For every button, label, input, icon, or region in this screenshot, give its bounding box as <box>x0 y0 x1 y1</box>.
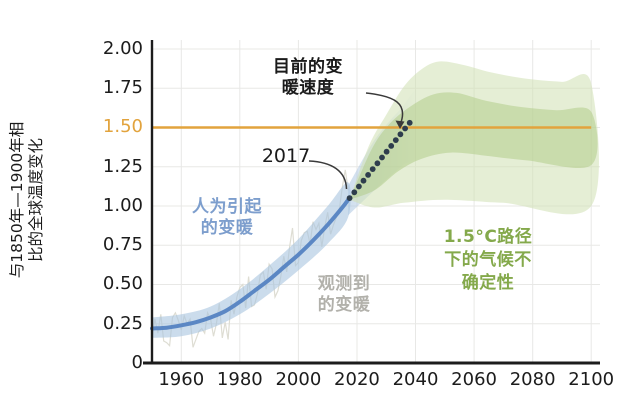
current-rate-dot <box>351 189 358 196</box>
current-rate-dot <box>383 148 390 155</box>
current-rate-dot <box>397 131 404 138</box>
current-rate-dot <box>402 125 408 132</box>
pathway-uncertainty-label-line-2: 下的气候不 <box>444 250 532 270</box>
current-rate-dot <box>388 143 395 149</box>
current-rate-dot <box>356 183 362 190</box>
y-tick-label-2.00: 2.00 <box>102 37 143 59</box>
current-rate-dot <box>365 172 371 178</box>
current-rate-dot <box>346 195 353 202</box>
current-warming-rate-label-line-2: 暖速度 <box>281 78 335 98</box>
current-rate-arrow <box>365 92 404 126</box>
human-induced-warming-label: 人为引起 的变暖 <box>159 197 295 239</box>
x-tick-label-1960: 1960 <box>158 369 205 390</box>
observed-warming-label-line-1: 观测到 <box>317 274 371 294</box>
x-tick-label-1980: 1980 <box>216 369 263 390</box>
current-rate-dot <box>406 119 413 126</box>
current-warming-rate-label-line-1: 目前的变 <box>273 57 343 77</box>
y-tick-label-0.50: 0.50 <box>102 273 143 295</box>
observed-warming-label: 观测到 的变暖 <box>284 274 404 316</box>
year-2017-annotation: 2017 <box>261 145 311 167</box>
y-tick-label-1.00: 1.00 <box>102 194 143 216</box>
y-axis-title-line-1: 与1850年—1900年相 <box>8 121 26 279</box>
pathway-uncertainty-band-inner <box>349 92 598 200</box>
x-tick-label-2080: 2080 <box>509 369 556 390</box>
human-induced-uncertainty-band <box>152 182 351 338</box>
x-tick-label-2100: 2100 <box>568 369 615 390</box>
year-2017-arrow <box>308 160 348 190</box>
current-rate-arrowhead <box>395 120 405 129</box>
current-rate-dot <box>360 177 367 184</box>
y-tick-label-1.75: 1.75 <box>102 77 143 99</box>
y-axis-title-line-2: 比的全球温度变化 <box>27 138 45 263</box>
current-rate-dot <box>369 166 376 173</box>
pathway-uncertainty-label-line-1: 1.5°C路径 <box>443 227 533 247</box>
pathway-uncertainty-label-line-3: 确定性 <box>461 273 515 293</box>
x-tick-label-2040: 2040 <box>392 369 439 390</box>
human-induced-warming-line <box>150 197 351 331</box>
current-rate-dot <box>392 137 399 144</box>
human-induced-warming-label-line-2: 的变暖 <box>200 218 254 238</box>
current-rate-dot <box>379 154 385 161</box>
human-induced-warming-label-line-1: 人为引起 <box>192 197 262 217</box>
y-tick-label-0: 0 <box>131 352 143 373</box>
y-tick-label-1.50: 1.50 <box>102 116 143 138</box>
current-rate-dot <box>374 160 381 167</box>
y-tick-label-1.25: 1.25 <box>102 155 143 177</box>
x-tick-label-2060: 2060 <box>451 369 497 390</box>
y-axis-title: 与1850年—1900年相 比的全球温度变化 <box>8 50 46 350</box>
x-tick-label-2000: 2000 <box>275 369 322 390</box>
y-tick-label-0.75: 0.75 <box>102 234 143 256</box>
pathway-uncertainty-label: 1.5°C路径 下的气候不 确定性 <box>412 226 564 295</box>
x-tick-label-2020: 2020 <box>334 369 380 390</box>
observed-warming-label-line-2: 的变暖 <box>317 295 371 315</box>
current-warming-rate-label: 目前的变 暖速度 <box>234 57 382 99</box>
y-tick-label-0.25: 0.25 <box>102 312 143 334</box>
